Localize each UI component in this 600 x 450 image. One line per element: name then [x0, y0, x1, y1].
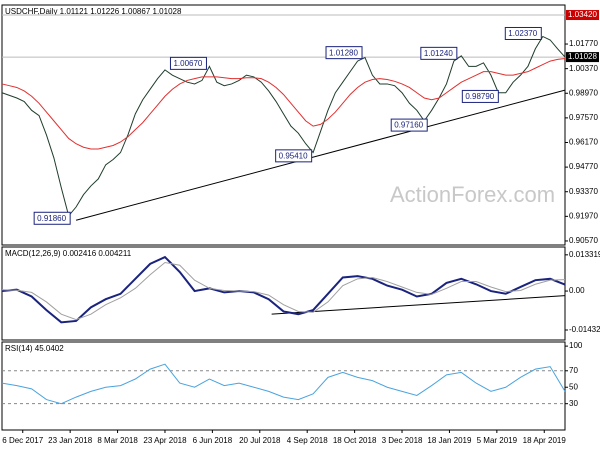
- y-tick-label: 0.98970: [569, 88, 598, 97]
- annotation-box: [325, 46, 363, 60]
- x-tick-label: 5 Mar 2019: [477, 436, 518, 445]
- annotation-box: [275, 149, 313, 163]
- watermark: ActionForex.com: [390, 182, 555, 207]
- trendline: [75, 89, 566, 221]
- annotation-box: [390, 118, 428, 132]
- annotation-label: 1.02370: [508, 29, 537, 38]
- price-label: 1.03420: [568, 10, 597, 19]
- annotation-box: [169, 56, 207, 70]
- x-tick-label: 6 Jun 2018: [193, 436, 233, 445]
- x-tick-label: 3 Dec 2018: [382, 436, 423, 445]
- annotation-label: 0.98790: [465, 92, 494, 101]
- trendline: [271, 295, 566, 315]
- annotation-label: 1.01280: [329, 48, 358, 57]
- x-tick-label: 20 Jul 2018: [239, 436, 281, 445]
- y-tick-label: 0.94770: [569, 162, 598, 171]
- y-tick-label: 1.00370: [569, 64, 598, 73]
- y-tick-label: 0.90570: [569, 236, 598, 245]
- x-tick-label: 8 Mar 2018: [97, 436, 138, 445]
- y-tick-label: 0.91970: [569, 211, 598, 220]
- pane-title: RSI(14) 45.0402: [5, 344, 64, 353]
- y-tick-label: -0.014323: [569, 325, 600, 334]
- annotation-box: [33, 211, 71, 225]
- annotation-label: 0.95410: [279, 151, 308, 160]
- y-tick-label: 70: [569, 366, 578, 375]
- pane-title: MACD(12,26,9) 0.002416 0.004211: [5, 249, 132, 258]
- x-tick-label: 18 Apr 2019: [523, 436, 567, 445]
- pane-frame: [1, 246, 566, 341]
- y-tick-label: 0.013319: [569, 250, 600, 259]
- annotation-label: 0.97160: [394, 121, 423, 130]
- price-label: 1.01028: [568, 52, 597, 61]
- pane-title: USDCHF,Daily 1.01121 1.01226 1.00867 1.0…: [5, 7, 182, 16]
- x-tick-label: 23 Jan 2018: [48, 436, 93, 445]
- y-tick-label: 0.97570: [569, 113, 598, 122]
- price-label-box: [566, 10, 599, 21]
- x-tick-label: 18 Oct 2018: [333, 436, 377, 445]
- annotation-label: 0.91860: [37, 214, 66, 223]
- pane-frame: [1, 341, 566, 431]
- series-line: [1, 255, 566, 324]
- annotation-box: [504, 26, 542, 40]
- y-tick-label: 100: [569, 341, 583, 350]
- y-tick-label: 0.00: [569, 286, 585, 295]
- y-tick-label: 0.96170: [569, 138, 598, 147]
- pane-frame: [1, 4, 566, 246]
- annotation-box: [420, 46, 458, 60]
- annotation-box: [461, 89, 499, 103]
- x-tick-label: 23 Apr 2018: [143, 436, 187, 445]
- series-line: [1, 35, 566, 217]
- y-tick-label: 0.93370: [569, 187, 598, 196]
- x-tick-label: 4 Sep 2018: [287, 436, 328, 445]
- x-tick-label: 6 Dec 2017: [2, 436, 43, 445]
- y-tick-label: 30: [569, 399, 578, 408]
- x-tick-label: 18 Jan 2019: [427, 436, 472, 445]
- price-label-box: [566, 52, 599, 63]
- annotation-label: 1.00670: [173, 59, 202, 68]
- series-line: [1, 261, 566, 321]
- series-line: [1, 57, 566, 150]
- y-tick-label: 1.01770: [569, 39, 598, 48]
- series-line: [1, 363, 566, 405]
- annotation-label: 1.01240: [424, 49, 453, 58]
- y-tick-label: 50: [569, 382, 578, 391]
